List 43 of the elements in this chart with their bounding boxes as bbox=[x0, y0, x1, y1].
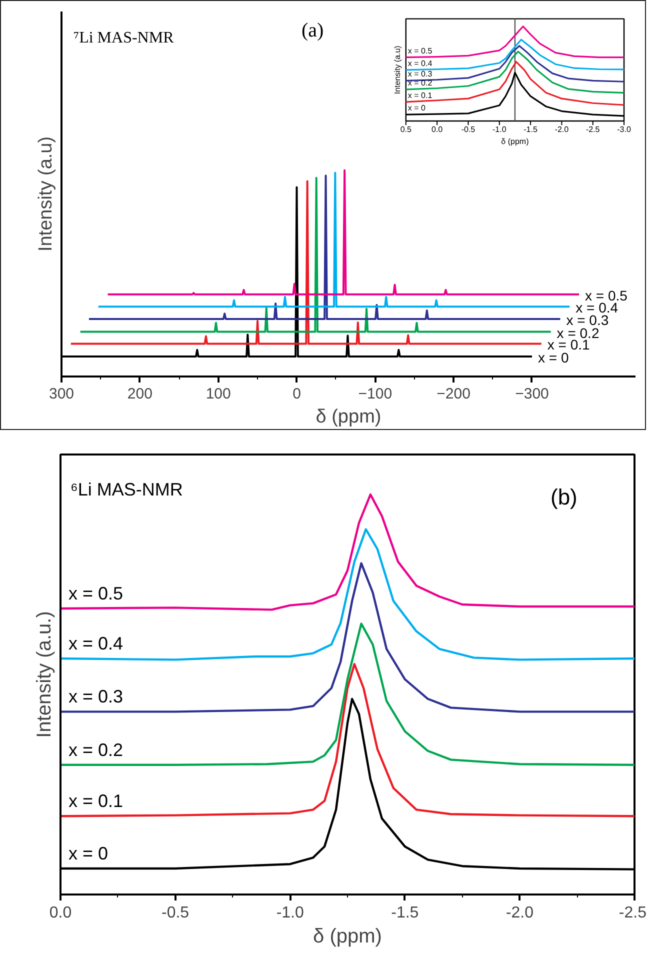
series-label: x = 0.1 bbox=[408, 90, 433, 100]
x-tick-label: 0.5 bbox=[400, 125, 412, 134]
x-tick-label: 200 bbox=[127, 386, 152, 402]
x-tick-label: 0.0 bbox=[49, 904, 72, 922]
x-axis-title: δ (ppm) bbox=[313, 926, 382, 948]
x-tick-label: -2.0 bbox=[554, 125, 570, 134]
series-label: x = 0.2 bbox=[68, 740, 124, 760]
x-tick-label: 0 bbox=[292, 386, 301, 402]
x-tick-label: 0.0 bbox=[432, 125, 444, 134]
text: (a) bbox=[302, 20, 324, 42]
text: ⁷Li MAS-NMR bbox=[74, 30, 174, 46]
series-label: x = 0.1 bbox=[68, 791, 124, 812]
x-tick-label: -2.5 bbox=[586, 125, 600, 134]
y-axis-title: Intensity (a.u) bbox=[36, 136, 56, 252]
x-tick-label: -2.5 bbox=[618, 904, 647, 922]
x-axis-title: δ (ppm) bbox=[501, 137, 530, 146]
y-axis-title: Intensity (a.u.) bbox=[34, 611, 56, 738]
y-axis-title: Intensity (a.u) bbox=[392, 45, 402, 94]
series-label: x = 0.4 bbox=[408, 58, 433, 68]
x-tick-label: -1.5 bbox=[391, 904, 419, 922]
series-label: x = 0 bbox=[538, 349, 569, 366]
series-label: x = 0.5 bbox=[68, 584, 124, 604]
x-axis-title: δ (ppm) bbox=[316, 406, 382, 428]
x-tick-label: -0.5 bbox=[162, 904, 190, 922]
series-label: x = 0.5 bbox=[408, 46, 433, 56]
x-tick-label: −100 bbox=[358, 386, 392, 402]
series-label: x = 0 bbox=[68, 844, 108, 864]
x-tick-label: 300 bbox=[48, 386, 74, 402]
x-tick-label: 100 bbox=[206, 386, 231, 402]
series-label: x = 0.4 bbox=[68, 634, 124, 654]
x-tick-label: -2.0 bbox=[506, 904, 534, 922]
x-tick-label: -3.0 bbox=[617, 125, 632, 134]
x-tick-label: -1.0 bbox=[492, 125, 507, 134]
series-label: x = 0 bbox=[408, 104, 426, 113]
series-label: x = 0.3 bbox=[408, 70, 433, 79]
x-tick-label: −200 bbox=[436, 386, 470, 402]
x-tick-label: -1.5 bbox=[524, 125, 538, 134]
annotation: ⁶Li MAS-NMR bbox=[70, 480, 183, 500]
annotation: (b) bbox=[550, 484, 578, 510]
x-tick-label: -0.5 bbox=[461, 125, 476, 134]
series-label: x = 0.3 bbox=[68, 686, 124, 707]
x-tick-label: −300 bbox=[515, 386, 549, 402]
x-tick-label: -1.0 bbox=[276, 904, 304, 922]
